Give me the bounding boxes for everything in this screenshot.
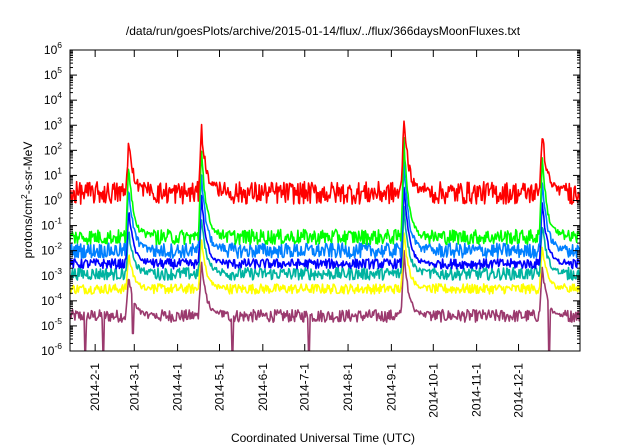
y-tick-label-base: 10 xyxy=(44,194,58,208)
y-tick-label: 10-1 xyxy=(41,216,62,233)
y-axis-label-superscript: 2 xyxy=(19,194,29,199)
y-tick-label: 102 xyxy=(44,140,62,157)
y-tick-label: 105 xyxy=(44,65,62,82)
y-tick-label-exponent: -1 xyxy=(54,216,62,226)
x-tick-label: 2014-12-1 xyxy=(512,363,526,418)
y-tick-label-exponent: 6 xyxy=(57,40,62,50)
y-axis-label-rest: -s-sr-MeV xyxy=(21,142,35,195)
series-line xyxy=(70,232,580,295)
y-tick-label-base: 10 xyxy=(41,219,55,233)
x-tick-label: 2014-4-1 xyxy=(171,363,185,411)
plot-frame xyxy=(69,49,581,352)
series-line xyxy=(70,186,580,270)
y-tick-label: 104 xyxy=(44,90,62,107)
y-tick-label: 10-6 xyxy=(41,341,62,358)
x-tick-label: 2014-9-1 xyxy=(384,363,398,411)
x-tick-label: 2014-3-1 xyxy=(127,363,141,411)
y-tick-label-base: 10 xyxy=(44,68,58,82)
y-tick-label-exponent: -4 xyxy=(54,291,62,301)
y-tick-label-base: 10 xyxy=(44,143,58,157)
y-tick-label-base: 10 xyxy=(41,244,55,258)
x-tick-label: 2014-10-1 xyxy=(426,363,440,418)
y-tick-label-base: 10 xyxy=(41,344,55,358)
y-axis-ticks: 10-610-510-410-310-210-11001011021031041… xyxy=(41,40,580,358)
y-tick-label-exponent: 0 xyxy=(57,191,62,201)
x-tick-label: 2014-8-1 xyxy=(341,363,355,411)
x-tick-label: 2014-2-1 xyxy=(88,363,102,411)
y-tick-label-exponent: -2 xyxy=(54,241,62,251)
y-tick-label-exponent: -3 xyxy=(54,266,62,276)
y-tick-label-exponent: -5 xyxy=(54,316,62,326)
y-tick-label: 100 xyxy=(44,191,62,208)
y-tick-label-base: 10 xyxy=(44,93,58,107)
y-tick-label: 10-3 xyxy=(41,266,62,283)
y-tick-label-base: 10 xyxy=(41,319,55,333)
y-tick-label-exponent: 5 xyxy=(57,65,62,75)
y-tick-label-base: 10 xyxy=(44,168,58,182)
y-tick-label: 101 xyxy=(44,165,62,182)
series-line xyxy=(70,137,580,246)
x-tick-label: 2014-5-1 xyxy=(213,363,227,411)
series-line xyxy=(70,120,580,205)
y-tick-label-base: 10 xyxy=(44,43,58,57)
y-tick-label-exponent: 1 xyxy=(57,165,62,175)
x-axis-label: Coordinated Universal Time (UTC) xyxy=(231,431,415,445)
y-tick-label-exponent: -6 xyxy=(54,341,62,351)
y-tick-label-base: 10 xyxy=(41,269,55,283)
series-line xyxy=(70,205,580,281)
y-tick-label: 103 xyxy=(44,115,62,132)
series-line xyxy=(70,161,580,260)
y-tick-label-base: 10 xyxy=(41,294,55,308)
y-axis-label: protons/cm2-s-sr-MeV xyxy=(19,142,35,259)
y-tick-label-base: 10 xyxy=(44,118,58,132)
y-tick-label: 10-5 xyxy=(41,316,62,333)
y-axis-label-main: protons/cm xyxy=(21,199,35,258)
series-layer xyxy=(70,120,580,351)
series-line xyxy=(70,249,580,351)
x-tick-label: 2014-6-1 xyxy=(256,363,270,411)
x-tick-label: 2014-11-1 xyxy=(470,363,484,417)
y-tick-label-exponent: 2 xyxy=(57,140,62,150)
chart-title: /data/run/goesPlots/archive/2015-01-14/f… xyxy=(126,24,521,38)
y-tick-label: 10-2 xyxy=(41,241,62,258)
x-tick-label: 2014-7-1 xyxy=(298,363,312,411)
y-tick-label: 106 xyxy=(44,40,62,57)
y-tick-label-exponent: 4 xyxy=(57,90,62,100)
x-axis-ticks: 2014-2-1 2014-3-1 2014-4-1 2014-5-1 2014-6-1… xyxy=(88,50,526,418)
y-tick-label-exponent: 3 xyxy=(57,115,62,125)
y-tick-label: 10-4 xyxy=(41,291,62,308)
